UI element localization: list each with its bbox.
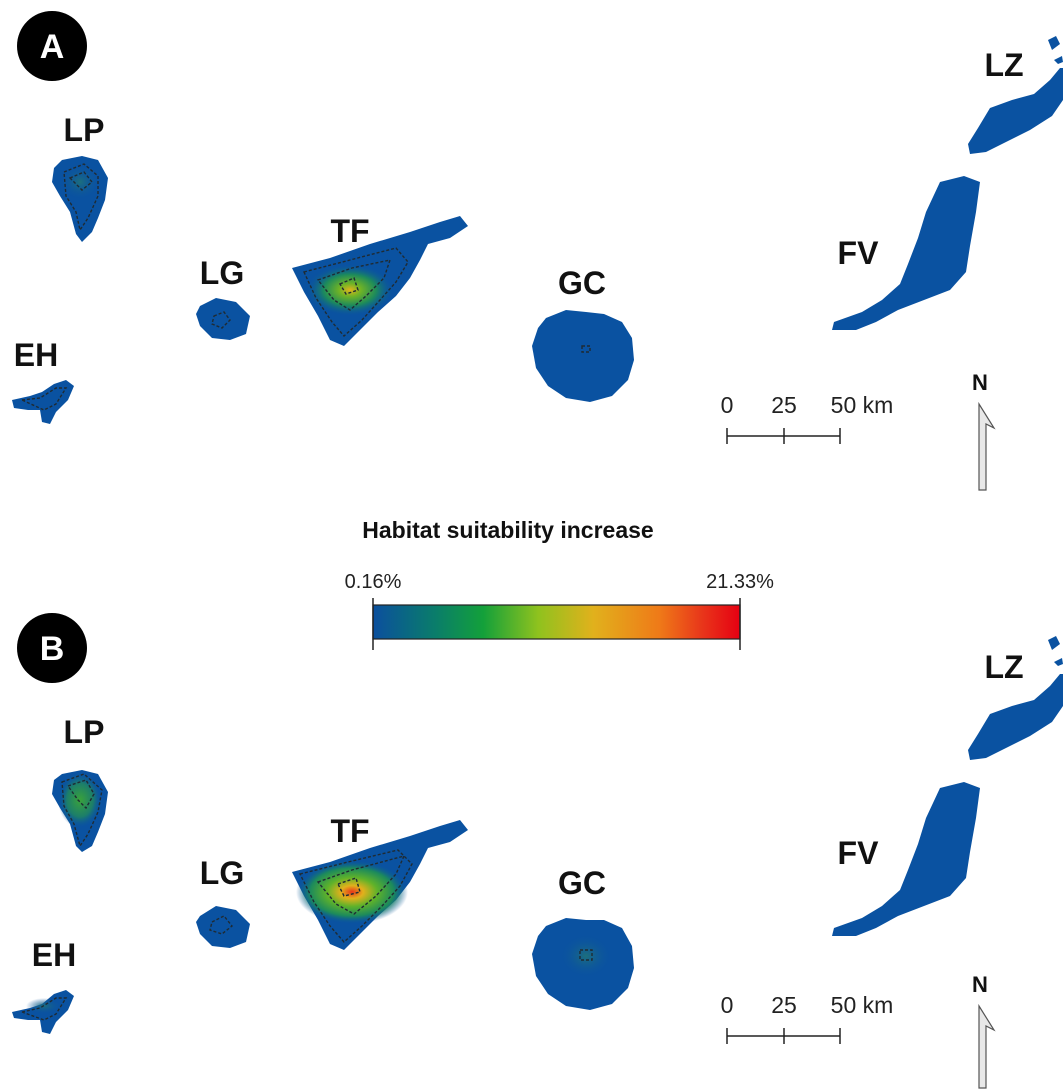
scale-tick-0-b: 0	[721, 992, 734, 1018]
island-lg-a	[196, 298, 250, 340]
scale-tick-25-a: 25	[771, 392, 797, 418]
island-gc-b	[532, 918, 634, 1010]
island-fv-b	[832, 782, 980, 936]
label-gc-b: GC	[558, 865, 606, 901]
label-eh-b: EH	[32, 937, 76, 973]
label-lz-a: LZ	[984, 47, 1023, 83]
scale-bar-a: 0 25 50 km	[721, 392, 894, 444]
island-lz-a	[968, 36, 1063, 154]
north-arrow-icon	[978, 401, 996, 491]
label-tf-a: TF	[330, 213, 369, 249]
panel-a-badge	[17, 11, 87, 81]
label-tf-b: TF	[330, 813, 369, 849]
scale-tick-0-a: 0	[721, 392, 734, 418]
label-lz-b: LZ	[984, 649, 1023, 685]
island-eh-a	[12, 380, 74, 424]
scale-tick-25-b: 25	[771, 992, 797, 1018]
scale-bar-b: 0 25 50 km	[721, 992, 894, 1044]
panel-a: A LP EH LG TF	[12, 11, 1063, 491]
island-tf-a	[292, 216, 468, 346]
island-fv-a	[832, 176, 980, 330]
island-tf-b	[292, 820, 468, 950]
island-lz-b	[968, 636, 1063, 760]
north-arrow-b: N	[972, 972, 996, 1089]
label-gc-a: GC	[558, 265, 606, 301]
scale-tick-50-a: 50 km	[831, 392, 894, 418]
label-lp-a: LP	[64, 112, 105, 148]
island-lp-a	[52, 156, 108, 242]
panel-b-badge	[17, 613, 87, 683]
north-label-b: N	[972, 972, 988, 997]
label-lp-b: LP	[64, 714, 105, 750]
island-gc-a	[532, 310, 634, 402]
legend: Habitat suitability increase 0.16% 21.33…	[345, 517, 774, 650]
label-fv-b: FV	[838, 835, 880, 871]
island-lp-b	[52, 770, 108, 852]
north-arrow-icon	[978, 1003, 996, 1089]
panel-a-letter: A	[40, 28, 65, 66]
legend-title: Habitat suitability increase	[362, 517, 653, 543]
label-lg-a: LG	[200, 255, 244, 291]
panel-b: B LP EH LG TF	[12, 613, 1063, 1089]
north-label-a: N	[972, 370, 988, 395]
label-lg-b: LG	[200, 855, 244, 891]
scale-tick-50-b: 50 km	[831, 992, 894, 1018]
legend-max-label: 21.33%	[706, 571, 774, 593]
north-arrow-a: N	[972, 370, 996, 491]
legend-min-label: 0.16%	[345, 571, 402, 593]
legend-color-ramp	[372, 604, 741, 640]
panel-b-letter: B	[40, 630, 65, 668]
label-fv-a: FV	[838, 235, 880, 271]
island-eh-b	[12, 990, 74, 1034]
island-lg-b	[196, 906, 250, 948]
label-eh-a: EH	[14, 337, 58, 373]
